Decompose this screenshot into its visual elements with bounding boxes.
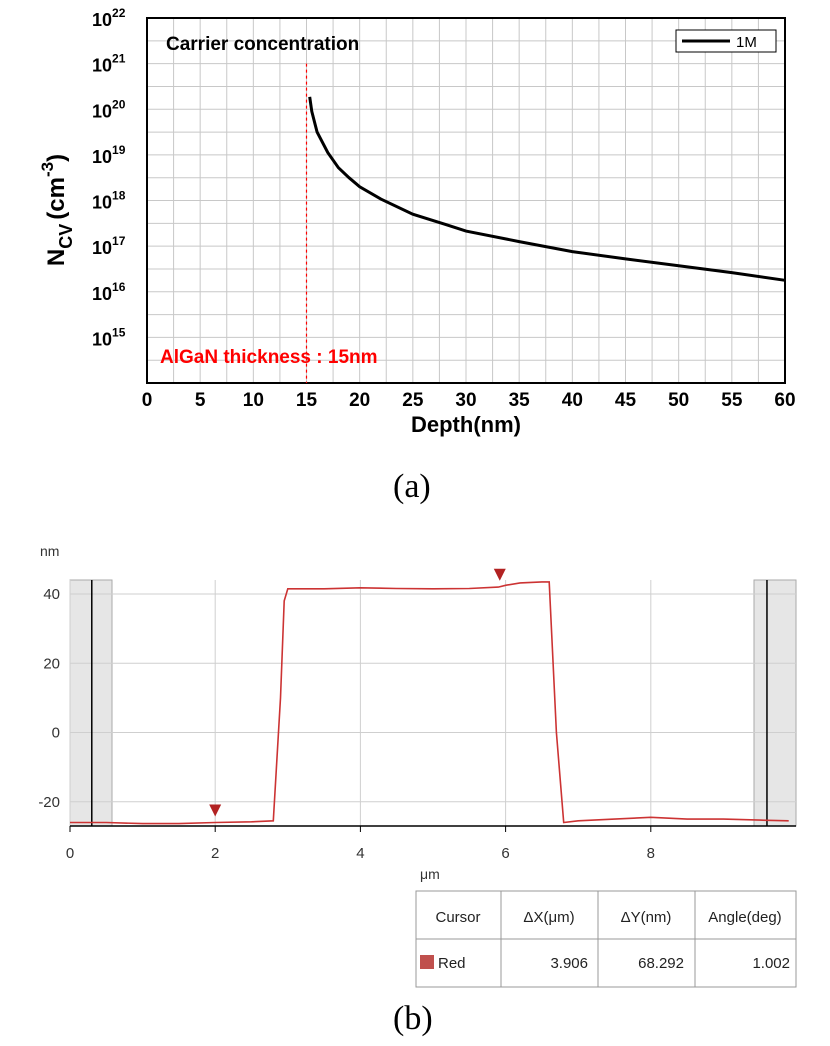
table-cell-cursor: Red bbox=[438, 955, 466, 972]
x-tick-label: 30 bbox=[455, 390, 476, 411]
y-tick-base: 10 bbox=[92, 147, 112, 167]
cursor-shade-right bbox=[753, 579, 797, 827]
y-tick-label: 1018 bbox=[92, 189, 126, 213]
x-tick-label: 8 bbox=[647, 845, 655, 862]
y-tick-base: 10 bbox=[92, 284, 112, 304]
panel-b-y-ticks: 40 20 0 -20 bbox=[38, 586, 60, 811]
y-tick-exponent: 15 bbox=[112, 325, 126, 339]
x-tick-label: 60 bbox=[774, 390, 795, 411]
panel-a-chart: 0 5 10 15 20 25 30 35 40 45 50 55 60 101510161017101… bbox=[38, 6, 796, 437]
y-tick-label: 1022 bbox=[92, 6, 126, 30]
x-tick-label: 0 bbox=[142, 390, 153, 411]
y-label-main: N bbox=[43, 249, 70, 266]
cursor-marker-triangle[interactable] bbox=[209, 804, 222, 817]
x-tick-label: 6 bbox=[501, 845, 509, 862]
panel-a-x-ticks: 0 5 10 15 20 25 30 35 40 45 50 55 60 bbox=[142, 390, 796, 411]
panel-a-legend: 1M bbox=[675, 29, 777, 53]
y-label-sub: CV bbox=[56, 224, 76, 249]
table-cell-dx: 3.906 bbox=[550, 955, 588, 972]
y-tick-exponent: 22 bbox=[112, 6, 126, 20]
table-header-cursor: Cursor bbox=[435, 909, 480, 926]
table-swatch-red bbox=[420, 955, 434, 969]
table-cell-angle: 1.002 bbox=[752, 955, 790, 972]
y-tick-base: 10 bbox=[92, 56, 112, 76]
x-tick-label: 55 bbox=[721, 390, 743, 411]
y-tick-label: 1020 bbox=[92, 97, 126, 121]
panel-b-grid bbox=[69, 580, 796, 826]
panel-a-x-axis-label: Depth(nm) bbox=[411, 412, 521, 437]
legend-label-1M: 1M bbox=[736, 34, 757, 51]
caption-a: (a) bbox=[393, 468, 431, 505]
panel-b-cursor-lines[interactable] bbox=[91, 580, 768, 826]
y-tick-exponent: 21 bbox=[112, 52, 126, 66]
series-line-1M bbox=[308, 96, 786, 282]
y-tick-base: 10 bbox=[92, 101, 112, 121]
panel-b-y-unit: nm bbox=[40, 543, 59, 559]
caption-b: (b) bbox=[393, 1000, 433, 1037]
y-tick-label: 1021 bbox=[92, 52, 126, 76]
y-tick-label: 1015 bbox=[92, 325, 126, 349]
panel-a-title: Carrier concentration bbox=[166, 34, 359, 55]
x-tick-label: 2 bbox=[211, 845, 219, 862]
panel-b-x-ticks: 0 2 4 6 8 bbox=[66, 826, 655, 862]
y-tick-label: 20 bbox=[43, 655, 60, 672]
x-tick-label: 35 bbox=[509, 390, 531, 411]
y-tick-label: 1016 bbox=[92, 280, 126, 304]
y-tick-base: 10 bbox=[92, 10, 112, 30]
x-tick-label: 5 bbox=[195, 390, 206, 411]
y-tick-exponent: 18 bbox=[112, 189, 126, 203]
y-tick-exponent: 20 bbox=[112, 97, 126, 111]
x-tick-label: 10 bbox=[243, 390, 264, 411]
cursor-marker-triangle[interactable] bbox=[493, 568, 506, 581]
cursor-shade-left bbox=[69, 579, 113, 827]
y-tick-label: 1019 bbox=[92, 143, 126, 167]
y-tick-label: 40 bbox=[43, 586, 60, 603]
x-tick-label: 50 bbox=[668, 390, 689, 411]
table-cell-dy: 68.292 bbox=[638, 955, 684, 972]
y-tick-base: 10 bbox=[92, 238, 112, 258]
table-header-angle: Angle(deg) bbox=[708, 909, 781, 926]
y-tick-exponent: 19 bbox=[112, 143, 126, 157]
y-tick-base: 10 bbox=[92, 193, 112, 213]
panel-a-grid bbox=[146, 17, 786, 384]
y-tick-exponent: 16 bbox=[112, 280, 126, 294]
x-tick-label: 45 bbox=[615, 390, 637, 411]
x-tick-label: 15 bbox=[296, 390, 318, 411]
y-label-close: ) bbox=[43, 154, 70, 162]
y-tick-label: 1017 bbox=[92, 234, 126, 258]
thickness-annotation: AlGaN thickness : 15nm bbox=[160, 347, 378, 368]
x-tick-label: 0 bbox=[66, 845, 74, 862]
panel-a-y-axis-label: NCV (cm-3) bbox=[38, 154, 76, 266]
table-header-dy: ΔY(nm) bbox=[621, 909, 672, 926]
measurement-table: Cursor ΔX(μm) ΔY(nm) Angle(deg) Red 3.90… bbox=[415, 890, 797, 988]
y-tick-exponent: 17 bbox=[112, 234, 126, 248]
panel-b-cursor-markers[interactable] bbox=[209, 568, 506, 817]
panel-b-x-unit: μm bbox=[420, 866, 440, 882]
x-tick-label: 40 bbox=[562, 390, 583, 411]
x-tick-label: 25 bbox=[402, 390, 424, 411]
y-label-unit: (cm bbox=[43, 177, 70, 220]
y-tick-label: -20 bbox=[38, 794, 60, 811]
y-label-exp: -3 bbox=[38, 162, 57, 177]
profile-line-red bbox=[70, 581, 789, 825]
x-tick-label: 4 bbox=[356, 845, 364, 862]
y-tick-label: 0 bbox=[52, 725, 60, 742]
panel-b-chart: nm 0 2 4 6 8 40 20 0 -20 μm Cursor ΔX(μm) ΔY(nm… bbox=[38, 543, 797, 988]
y-tick-base: 10 bbox=[92, 329, 112, 349]
panel-a-plot-frame bbox=[146, 17, 786, 384]
x-tick-label: 20 bbox=[349, 390, 370, 411]
table-header-dx: ΔX(μm) bbox=[523, 909, 574, 926]
